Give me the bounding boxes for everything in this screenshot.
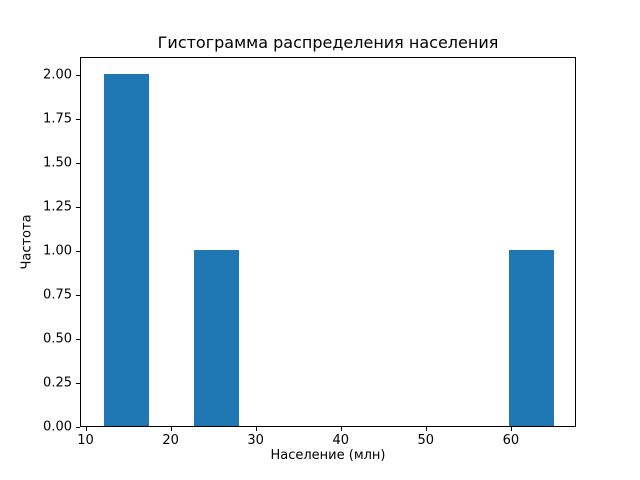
y-tick-label: 1.75 (43, 111, 72, 127)
y-tick-mark (76, 250, 80, 252)
y-tick-label: 1.50 (43, 155, 72, 171)
y-tick-label: 0.50 (43, 331, 72, 347)
x-axis-label: Население (млн) (270, 448, 386, 463)
y-tick-mark (76, 162, 80, 164)
y-tick-mark (76, 427, 80, 428)
y-tick-label: 0.25 (43, 375, 72, 391)
x-tick-mark (425, 427, 427, 431)
y-tick-label: 1.25 (43, 199, 72, 215)
chart-title: Гистограмма распределения населения (157, 33, 499, 52)
y-axis-label: Частота (19, 214, 35, 270)
x-tick-label: 20 (162, 433, 179, 448)
x-tick-label: 40 (332, 433, 350, 448)
x-tick-mark (85, 427, 87, 431)
y-tick-mark (76, 74, 80, 76)
y-tick-mark (76, 294, 80, 296)
x-tick-mark (510, 427, 512, 431)
x-tick-label: 60 (502, 433, 520, 448)
x-tick-label: 10 (77, 433, 94, 448)
y-tick-mark (76, 338, 80, 340)
x-tick-mark (170, 427, 172, 431)
x-tick-mark (340, 427, 342, 431)
plot-area (80, 57, 576, 427)
y-tick-label: 1.00 (43, 243, 72, 259)
y-tick-label: 0.00 (43, 419, 72, 435)
histogram-bar (193, 249, 239, 426)
y-tick-mark (76, 383, 80, 384)
y-tick-label: 2.00 (43, 67, 72, 83)
y-tick-mark (76, 118, 80, 120)
histogram-bar (509, 249, 555, 426)
x-tick-label: 30 (247, 433, 264, 448)
x-tick-mark (255, 427, 257, 431)
x-tick-label: 50 (417, 433, 435, 448)
y-tick-label: 0.75 (43, 287, 72, 303)
histogram-bar (103, 73, 149, 426)
y-tick-mark (76, 206, 80, 208)
